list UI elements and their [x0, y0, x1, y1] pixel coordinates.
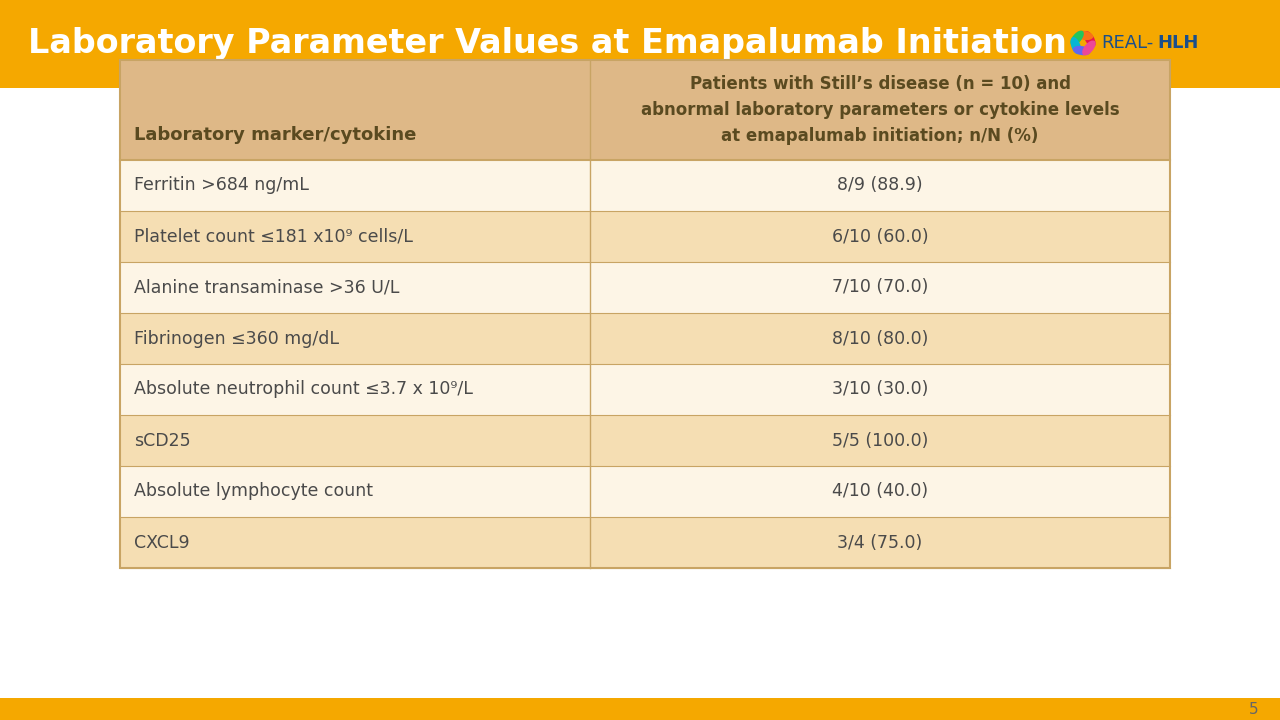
Text: Absolute lymphocyte count: Absolute lymphocyte count — [134, 482, 372, 500]
Text: 8/10 (80.0): 8/10 (80.0) — [832, 330, 928, 348]
Ellipse shape — [1073, 46, 1091, 55]
Ellipse shape — [1070, 30, 1084, 45]
Bar — [120, 415, 1170, 466]
Ellipse shape — [1084, 31, 1096, 48]
Text: Absolute neutrophil count ≤3.7 x 10⁹/L: Absolute neutrophil count ≤3.7 x 10⁹/L — [134, 380, 472, 398]
Bar — [120, 313, 1170, 364]
Text: Platelet count ≤181 x10⁹ cells/L: Platelet count ≤181 x10⁹ cells/L — [134, 228, 413, 246]
Text: Laboratory marker/cytokine: Laboratory marker/cytokine — [134, 126, 416, 144]
Text: 5/5 (100.0): 5/5 (100.0) — [832, 431, 928, 449]
Bar — [120, 466, 1170, 517]
Bar — [120, 364, 1170, 415]
Bar — [120, 211, 1170, 262]
Ellipse shape — [1070, 37, 1082, 54]
Ellipse shape — [1075, 31, 1093, 40]
Text: CXCL9: CXCL9 — [134, 534, 189, 552]
Bar — [120, 160, 1170, 211]
Bar — [0, 88, 1280, 720]
Text: 5: 5 — [1248, 701, 1258, 716]
Bar — [120, 517, 1170, 568]
Text: Patients with Still’s disease (n = 10) and
abnormal laboratory parameters or cyt: Patients with Still’s disease (n = 10) a… — [641, 76, 1119, 145]
Text: Ferritin >684 ng/mL: Ferritin >684 ng/mL — [134, 176, 308, 194]
Bar — [120, 60, 1170, 160]
Bar — [0, 0, 1280, 88]
Text: 7/10 (70.0): 7/10 (70.0) — [832, 279, 928, 297]
Text: 3/4 (75.0): 3/4 (75.0) — [837, 534, 923, 552]
Text: 6/10 (60.0): 6/10 (60.0) — [832, 228, 928, 246]
Text: REAL-: REAL- — [1101, 34, 1153, 52]
Bar — [120, 262, 1170, 313]
Bar — [120, 60, 1170, 568]
Text: Alanine transaminase >36 U/L: Alanine transaminase >36 U/L — [134, 279, 399, 297]
Text: HLH: HLH — [1157, 34, 1198, 52]
Text: sCD25: sCD25 — [134, 431, 191, 449]
Text: Laboratory Parameter Values at Emapalumab Initiation: Laboratory Parameter Values at Emapaluma… — [28, 27, 1066, 60]
Bar — [0, 698, 1280, 720]
Text: Fibrinogen ≤360 mg/dL: Fibrinogen ≤360 mg/dL — [134, 330, 339, 348]
Text: 3/10 (30.0): 3/10 (30.0) — [832, 380, 928, 398]
Ellipse shape — [1082, 40, 1096, 55]
Text: 4/10 (40.0): 4/10 (40.0) — [832, 482, 928, 500]
Text: 8/9 (88.9): 8/9 (88.9) — [837, 176, 923, 194]
